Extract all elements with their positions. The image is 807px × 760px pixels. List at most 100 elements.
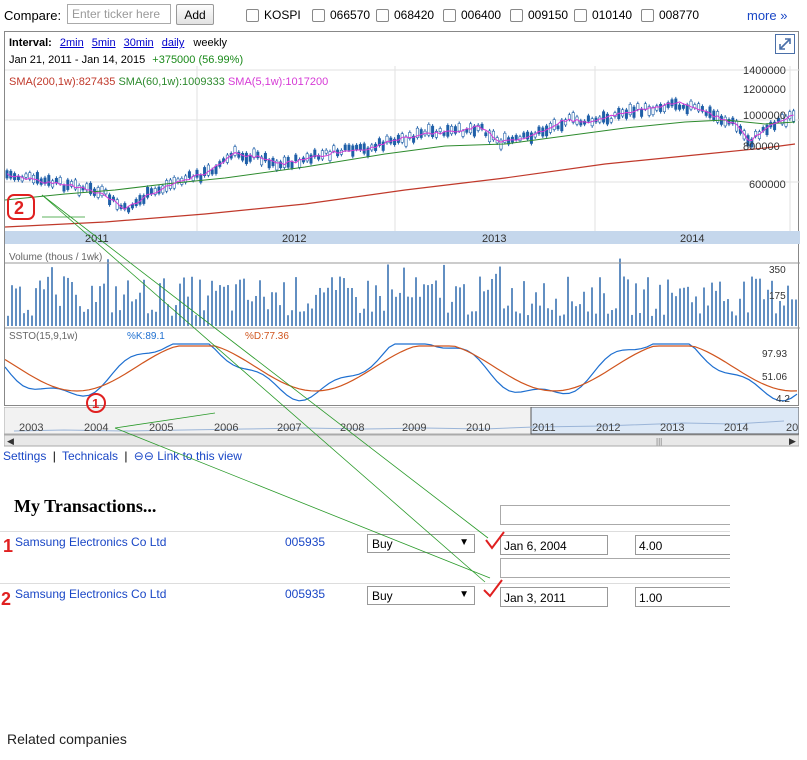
transactions-title: My Transactions... [14, 496, 157, 516]
add-button[interactable]: Add [176, 4, 214, 25]
stock-chart[interactable]: 1400000 1200000 1000000 800000 600000 20… [4, 31, 800, 406]
interval-daily[interactable]: daily [161, 37, 185, 49]
interval-label: Interval: [9, 37, 52, 49]
year-label: 2013 [482, 233, 506, 245]
navigator-year-label: 2008 [340, 422, 364, 434]
navigator-selection [530, 406, 800, 435]
compare-010140[interactable]: 010140 [574, 8, 632, 22]
ssto-tick: 4.2 [776, 394, 790, 405]
compare-kospi[interactable]: KOSPI [246, 8, 301, 22]
interval-2min[interactable]: 2min [59, 37, 84, 49]
scroll-right-icon: ▶ [789, 436, 796, 446]
ssto-d-value: %D:77.36 [245, 331, 289, 342]
ticker-input[interactable] [67, 4, 171, 24]
time-navigator[interactable]: 2003 2004 2005 2006 2007 2008 2009 2010 2011 2012… [3, 406, 800, 447]
compare-008770[interactable]: 008770 [641, 8, 699, 22]
checkbox[interactable] [376, 8, 389, 22]
blank-field[interactable] [500, 505, 730, 525]
navigator-year-label: 2012 [596, 422, 620, 434]
sma-legend: SMA(200,1w):827435 SMA(60,1w):1009333 SM… [9, 76, 328, 88]
row-company-name[interactable]: Samsung Electronics Co Ltd [15, 535, 167, 549]
range-from: Jan 21, 2011 [9, 54, 72, 66]
price-change: +375000 (56.99%) [152, 54, 244, 66]
year-label: 2011 [85, 233, 109, 245]
interval-30min[interactable]: 30min [123, 37, 154, 49]
compare-bar: Compare: Add KOSPI 066570 068420 006400 … [0, 0, 807, 32]
ssto-tick: 97.93 [762, 349, 787, 360]
year-label: 2012 [282, 233, 306, 245]
row-mark-2: 2 [1, 589, 11, 609]
navigator-year-label: 20 [786, 422, 798, 434]
compare-label: Compare: [4, 8, 62, 23]
type-select[interactable]: Buy ▼ [367, 586, 475, 605]
navigator-year-label: 2013 [660, 422, 684, 434]
chart-links: Settings | Technicals | ⊖⊖ Link to this … [3, 449, 242, 463]
compare-066570[interactable]: 066570 [312, 8, 370, 22]
checkbox[interactable] [574, 8, 587, 22]
checkbox[interactable] [443, 8, 456, 22]
chart-grid [5, 66, 800, 231]
range-to: Jan 14, 2015 [81, 54, 146, 66]
type-value: Buy [372, 589, 393, 603]
link-separator: | [52, 449, 56, 463]
link-to-view[interactable]: Link to this view [157, 449, 242, 463]
checkbox[interactable] [641, 8, 654, 22]
row-symbol[interactable]: 005935 [285, 587, 326, 601]
ssto-d-line [5, 345, 798, 392]
date-range: Jan 21, 2011 - Jan 14, 2015 +375000 (56.… [9, 54, 243, 66]
shares-field[interactable]: 1.00 [635, 587, 730, 607]
volume-tick: 175 [769, 291, 786, 302]
shares-field[interactable]: 4.00 [635, 535, 730, 555]
date-field[interactable]: Jan 3, 2011 [500, 587, 608, 607]
blank-field[interactable] [500, 558, 730, 578]
price-tick: 1400000 [743, 65, 786, 77]
expand-button[interactable] [775, 34, 795, 54]
navigator-year-label: 2014 [724, 422, 748, 434]
expand-icon [779, 38, 791, 50]
date-field[interactable]: Jan 6, 2004 [500, 535, 608, 555]
row-company-name[interactable]: Samsung Electronics Co Ltd [15, 587, 167, 601]
interval-5min[interactable]: 5min [91, 37, 116, 49]
navigator-year-label: 2010 [466, 422, 490, 434]
navigator-year-label: 2004 [84, 422, 108, 434]
navigator-year-label: 2005 [149, 422, 173, 434]
ssto-label: SSTO(15,9,1w) [9, 331, 78, 342]
volume-tick: 350 [769, 265, 786, 276]
row-divider [0, 531, 730, 532]
more-link[interactable]: more » [747, 8, 788, 23]
row-mark-1: 1 [3, 536, 13, 556]
sma5-label: SMA(5,1w):1017200 [227, 76, 329, 88]
navigator-year-label: 2007 [277, 422, 301, 434]
ssto-k-value: %K:89.1 [127, 331, 165, 342]
navigator-canvas: 2003 2004 2005 2006 2007 2008 2009 2010 2011 2012… [3, 406, 800, 447]
volume-label: Volume (thous / 1wk) [9, 252, 102, 263]
type-select[interactable]: Buy ▼ [367, 534, 475, 553]
price-tick: 1200000 [743, 84, 786, 96]
checkbox[interactable] [246, 8, 259, 22]
checkbox[interactable] [312, 8, 325, 22]
navigator-year-label: 2011 [532, 422, 556, 434]
checkbox[interactable] [510, 8, 523, 22]
sma60-line [5, 119, 796, 201]
year-label: 2014 [680, 233, 704, 245]
ssto-tick: 51.06 [762, 372, 787, 383]
scroll-left-icon: ◀ [7, 436, 14, 446]
navigator-year-label: 2009 [402, 422, 426, 434]
compare-009150[interactable]: 009150 [510, 8, 568, 22]
range-sep: - [74, 54, 79, 66]
svg-text:2: 2 [1, 589, 11, 609]
scroll-grip-icon: ||| [656, 437, 662, 446]
link-icon: ⊖⊖ [133, 449, 154, 463]
compare-068420[interactable]: 068420 [376, 8, 434, 22]
settings-link[interactable]: Settings [3, 449, 47, 463]
row-symbol[interactable]: 005935 [285, 535, 326, 549]
price-tick: 800000 [743, 141, 780, 153]
compare-006400[interactable]: 006400 [443, 8, 501, 22]
technicals-link[interactable]: Technicals [61, 449, 118, 463]
related-companies-heading: Related companies [7, 731, 127, 747]
interval-selector: Interval: 2min 5min 30min daily weekly [9, 37, 227, 49]
navigator-scrollbar [3, 434, 800, 447]
link-separator: | [124, 449, 128, 463]
dropdown-arrow-icon: ▼ [459, 589, 469, 600]
row-divider [0, 583, 730, 584]
